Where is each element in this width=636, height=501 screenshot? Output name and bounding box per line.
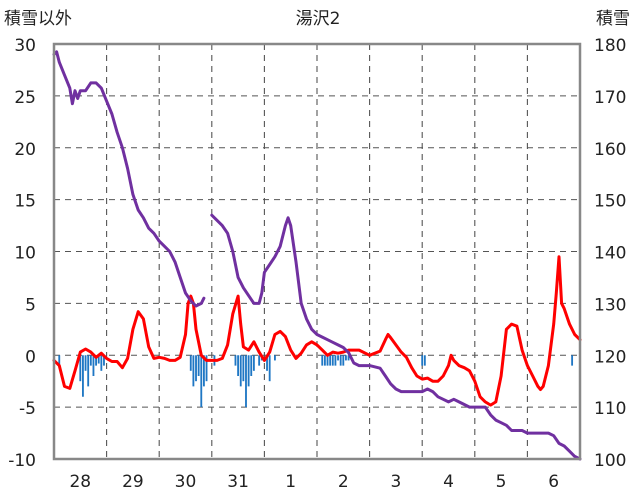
x-tick-label: 29 [122,472,144,492]
x-tick-label: 6 [548,472,559,492]
precipitation-bar [252,355,255,371]
precipitation-bar [79,355,82,382]
snow-depth-line [52,50,582,461]
y-left-tick-label: -5 [19,399,36,419]
y-right-tick-label: 150 [594,192,626,212]
y-right-tick-label: 160 [594,140,626,160]
y-left-tick-label: 30 [14,36,36,56]
precipitation-bar [237,355,240,376]
precipitation-bar [87,355,90,387]
chart-title: 湯沢2 [296,9,341,29]
precipitation-bar [205,355,208,382]
y-right-tick-label: 170 [594,88,626,108]
precipitation-bar [95,355,98,366]
y-right-tick-label: 100 [594,451,626,471]
x-tick-label: 30 [175,472,197,492]
precipitation-bar [84,355,87,371]
y-left-tick-label: 20 [14,140,36,160]
y-axis-right-label: 積雪 [596,9,630,29]
y-axis-left-label: 積雪以外 [4,9,72,29]
x-tick-label: 4 [443,472,454,492]
series-lines [52,50,582,461]
precipitation-bar [92,355,95,376]
y-right-tick-label: 110 [594,399,626,419]
precipitation-bar [189,355,192,371]
precipitation-bar [250,355,253,376]
y-left-tick-label: 5 [25,295,36,315]
precipitation-bar [331,355,334,366]
precipitation-bar [82,355,84,397]
precipitation-bar [266,355,268,371]
precipitation-bar [195,355,197,382]
precipitation-bar [100,355,103,371]
precipitation-bar [342,355,345,366]
precipitation-bar [347,355,350,361]
precipitation-bars [58,355,574,408]
precipitation-bar [89,355,92,366]
precipitation-bar [258,355,261,366]
precipitation-bar [321,355,324,366]
y-left-tick-label: -10 [8,451,36,471]
precipitation-bar [97,355,100,364]
precipitation-bar [323,355,326,366]
y-left-tick-label: 0 [25,347,36,367]
precipitation-bar [197,355,200,376]
precipitation-bar [247,355,250,387]
precipitation-bar [345,355,347,361]
y-right-tick-label: 180 [594,36,626,56]
precipitation-bar [103,355,105,366]
precipitation-bar [202,355,205,387]
precipitation-bar [242,355,245,382]
plot-frame [52,42,582,461]
x-tick-label: 2 [338,472,349,492]
precipitation-bar [337,355,339,361]
grid-lines [54,44,580,459]
x-axis-ticks: 28 29 30 31 1 2 3 4 5 6 [69,472,559,492]
precipitation-bar [421,355,424,366]
y-right-tick-label: 120 [594,347,626,367]
precipitation-bar [245,355,247,408]
precipitation-bar [192,355,195,387]
precipitation-bar [326,355,329,366]
x-tick-label: 31 [227,472,249,492]
temperature-line [52,255,582,407]
y-left-tick-label: 15 [14,192,36,212]
precipitation-bar [339,355,342,366]
y-left-tick-label: 10 [14,244,36,264]
y-right-tick-label: 130 [594,295,626,315]
precipitation-bar [268,355,271,382]
precipitation-bar [571,355,574,366]
x-tick-label: 5 [496,472,507,492]
precipitation-bar [273,355,276,361]
precipitation-bar [58,355,61,366]
precipitation-bar [239,355,242,387]
x-tick-label: 1 [285,472,296,492]
y-axis-left-ticks: 30 25 20 15 10 5 0 -5 -10 [8,36,36,471]
precipitation-bar [200,355,203,408]
y-left-tick-label: 25 [14,88,36,108]
y-axis-right-ticks: 180 170 160 150 140 130 120 110 100 [594,36,626,471]
precipitation-bar [234,355,237,366]
x-tick-label: 28 [69,472,91,492]
y-right-tick-label: 140 [594,244,626,264]
precipitation-bar [329,355,332,366]
precipitation-bar [423,355,426,366]
x-tick-label: 3 [390,472,401,492]
precipitation-bar [334,355,337,366]
